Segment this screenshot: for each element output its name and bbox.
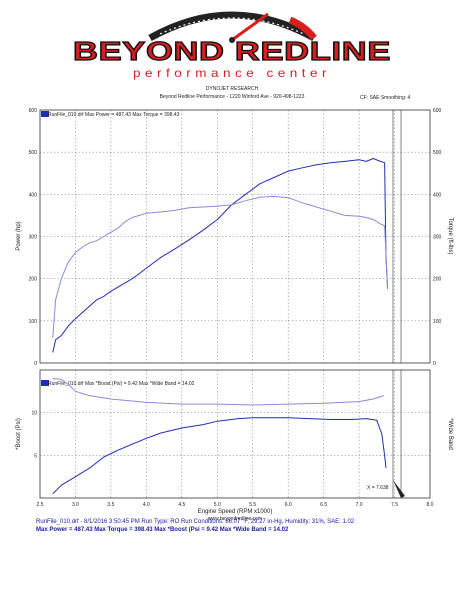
boost-tick-label: 10 bbox=[31, 411, 37, 417]
rpm-tick-label: 3.0 bbox=[72, 502, 79, 508]
torque-tick-label: 200 bbox=[433, 277, 442, 283]
power-grid bbox=[40, 110, 430, 363]
boost-tick-label: 5 bbox=[34, 453, 37, 459]
power-line bbox=[52, 158, 388, 353]
rpm-tick-label: 6.0 bbox=[285, 502, 292, 508]
boost-y-ticks: 5 10 bbox=[31, 411, 37, 460]
torque-tick-label: 300 bbox=[433, 235, 442, 241]
power-tick-label: 600 bbox=[29, 108, 38, 114]
correction-factor: CF: SAE Smoothing: 4 bbox=[360, 95, 411, 101]
rpm-tick-label: 6.5 bbox=[320, 502, 327, 508]
rpm-x-ticks: 2.5 3.0 3.5 4.0 4.5 5.0 5.5 6.0 6.5 7.0 7.5 8.0 bbox=[37, 502, 434, 508]
power-tick-label: 500 bbox=[29, 150, 38, 156]
torque-tick-label: 100 bbox=[433, 319, 442, 325]
boost-plot-frame bbox=[39, 369, 431, 499]
run-conditions: RunFile_010.drf - 8/1/2016 3:50:45 PM Ru… bbox=[36, 519, 355, 525]
shop-address: Beyond Redline Performance - 1220 Winfor… bbox=[159, 94, 305, 100]
svg-text:BEYOND REDLINE: BEYOND REDLINE bbox=[73, 36, 391, 66]
power-tick-label: 100 bbox=[29, 319, 38, 325]
torque-tick-label: 600 bbox=[433, 108, 442, 114]
boost-wideband-panel: 5 10 2.5 3.0 3.5 4.0 4.5 5.0 5.5 6.0 6.5 7.0 7.5 8.0… bbox=[16, 369, 453, 522]
boost-axis-label: *Boost (Psi) bbox=[16, 418, 22, 450]
rpm-tick-label: 5.0 bbox=[214, 502, 221, 508]
rpm-tick-label: 5.5 bbox=[249, 502, 256, 508]
power-tick-label: 200 bbox=[29, 277, 38, 283]
power-axis-label: Power (hp) bbox=[16, 221, 22, 250]
wide-band-line bbox=[52, 378, 385, 406]
rpm-tick-label: 4.0 bbox=[143, 502, 150, 508]
power-y-ticks: 0 100 200 300 400 500 600 bbox=[29, 108, 38, 367]
power-tick-label: 0 bbox=[34, 361, 37, 367]
rpm-tick-label: 7.5 bbox=[391, 502, 398, 508]
power-tick-label: 400 bbox=[29, 192, 38, 198]
rpm-axis-label: Engine Speed (RPM x1000) bbox=[198, 509, 273, 515]
torque-tick-label: 500 bbox=[433, 150, 442, 156]
cursor-readout: X = 7.638 bbox=[367, 485, 389, 491]
boost-grid bbox=[40, 370, 430, 498]
torque-axis-label: Torque (ft-lbs) bbox=[447, 217, 453, 254]
power-torque-series bbox=[52, 158, 388, 353]
rpm-tick-label: 3.5 bbox=[107, 502, 114, 508]
power-tick-label: 300 bbox=[29, 235, 38, 241]
boost-line bbox=[52, 417, 387, 495]
dyno-title: DYNOJET RESEARCH bbox=[205, 86, 259, 92]
run-info: RunFile_010.drf - 8/1/2016 3:50:45 PM Ru… bbox=[36, 518, 354, 534]
torque-line bbox=[52, 195, 388, 338]
legend-swatch-boost bbox=[41, 380, 49, 386]
power-plot-frame bbox=[39, 109, 431, 364]
rpm-tick-label: 7.0 bbox=[356, 502, 363, 508]
rpm-tick-label: 4.5 bbox=[178, 502, 185, 508]
boost-legend: RunFile_010.drf Max *Boost (Psi) = 9.42 … bbox=[48, 381, 195, 387]
legend-swatch-power bbox=[41, 111, 49, 117]
brand-logo: BEYOND REDLINE performance center bbox=[72, 11, 391, 80]
power-legend: RunFile_010.drf Max Power = 487.43 Max T… bbox=[48, 112, 180, 118]
rpm-tick-label: 8.0 bbox=[427, 502, 434, 508]
rpm-tick-label: 2.5 bbox=[37, 502, 44, 508]
svg-text:performance center: performance center bbox=[133, 66, 331, 80]
run-maximums: Max Power = 487.43 Max Torque = 398.43 M… bbox=[36, 527, 289, 533]
cursor-marker bbox=[393, 480, 405, 498]
wideband-axis-label: *Wide Band bbox=[447, 418, 453, 450]
website-label: www.beyondredline.com bbox=[208, 516, 262, 522]
torque-tick-label: 0 bbox=[433, 361, 436, 367]
torque-tick-label: 400 bbox=[433, 192, 442, 198]
torque-y-ticks: 0 100 200 300 400 500 600 bbox=[433, 108, 442, 367]
boost-wideband-series bbox=[52, 378, 387, 495]
